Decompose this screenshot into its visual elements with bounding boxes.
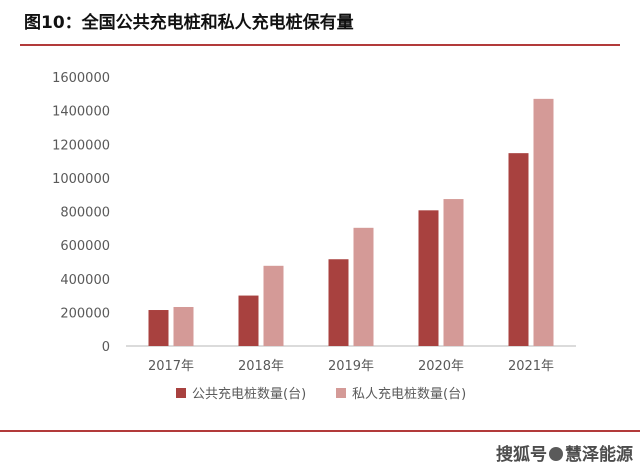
y-tick-label: 800000 [60, 206, 110, 221]
legend-label: 私人充电桩数量(台) [352, 386, 466, 402]
watermark-source: 搜狐号 [496, 445, 547, 465]
x-tick-label: 2020年 [418, 359, 464, 374]
legend-label: 公共充电桩数量(台) [192, 386, 306, 402]
bar-private [533, 98, 554, 346]
top-rule [20, 44, 620, 46]
x-tick-label: 2019年 [328, 359, 374, 374]
x-tick-label: 2018年 [238, 359, 284, 374]
watermark: 搜狐号 慧泽能源 [496, 440, 633, 465]
bar-public [328, 259, 349, 346]
y-tick-label: 1000000 [52, 172, 110, 187]
figure-title: 图10：全国公共充电桩和私人充电桩保有量 [24, 13, 354, 33]
bar-public [418, 210, 439, 346]
bar-private [443, 199, 464, 346]
y-tick-label: 600000 [60, 239, 110, 254]
y-tick-label: 1400000 [52, 105, 110, 120]
y-tick-label: 0 [102, 340, 110, 355]
y-tick-label: 200000 [60, 306, 110, 321]
bar-public [148, 310, 169, 346]
y-tick-label: 1200000 [52, 138, 110, 153]
bar-private [353, 227, 374, 346]
y-tick-label: 400000 [60, 273, 110, 288]
sohu-logo-icon [549, 447, 563, 461]
bottom-rule [0, 430, 640, 432]
y-tick-label: 1600000 [52, 71, 110, 86]
legend-swatch [176, 388, 186, 398]
x-tick-label: 2021年 [508, 359, 554, 374]
bar-private [173, 306, 194, 346]
watermark-author: 慧泽能源 [565, 445, 633, 465]
bar-private [263, 265, 284, 346]
bar-public [238, 295, 259, 346]
legend-swatch [336, 388, 346, 398]
bar-public [508, 153, 529, 346]
x-tick-label: 2017年 [148, 359, 194, 374]
